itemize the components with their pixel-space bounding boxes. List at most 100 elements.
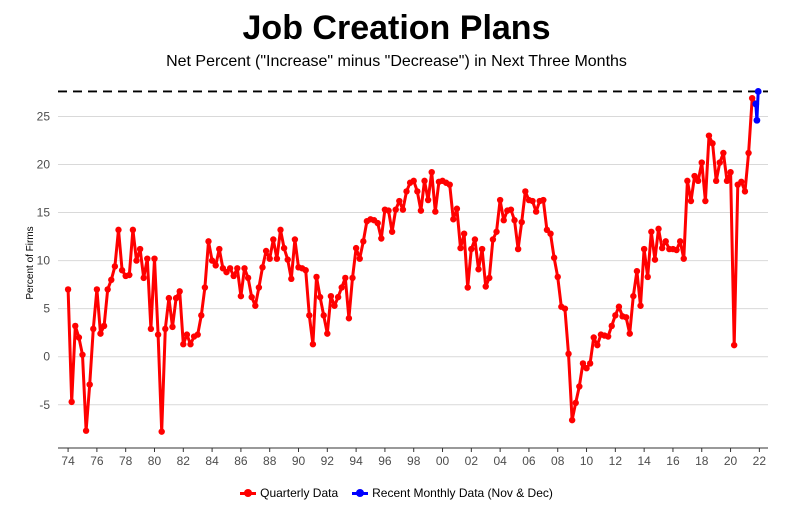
data-point-quarterly — [64, 286, 72, 293]
data-point-quarterly — [579, 360, 587, 367]
data-point-quarterly — [424, 196, 432, 204]
data-point-quarterly — [723, 177, 731, 185]
data-point-quarterly — [115, 226, 122, 234]
x-tick-label: 78 — [119, 454, 133, 468]
data-point-quarterly — [288, 275, 295, 283]
line-chart: -5 0 5 10 15 20 25 74 76 78 80 82 84 86 88 90 92 94 96 98 00… — [25, 88, 768, 468]
data-point-quarterly — [280, 244, 288, 252]
data-point-quarterly — [396, 197, 403, 205]
data-point-quarterly — [230, 272, 237, 280]
data-point-quarterly — [277, 226, 284, 234]
data-point-monthly — [753, 116, 761, 124]
data-point-quarterly — [183, 331, 191, 338]
data-point-quarterly — [673, 246, 680, 254]
data-point-quarterly — [691, 172, 698, 180]
data-point-quarterly — [698, 159, 705, 166]
x-tick-label: 04 — [493, 454, 507, 468]
data-point-quarterly — [421, 177, 428, 185]
x-tick-label: 94 — [349, 454, 363, 468]
data-point-quarterly — [349, 274, 356, 282]
data-point-quarterly — [133, 257, 140, 264]
data-point-quarterly — [331, 302, 338, 309]
data-point-quarterly — [475, 266, 482, 273]
data-point-quarterly — [410, 177, 417, 185]
x-tick-label: 14 — [637, 454, 651, 468]
chart-subtitle: Net Percent ("Increase" minus "Decrease"… — [166, 53, 627, 70]
data-point-quarterly — [399, 206, 407, 213]
data-point-quarterly — [86, 381, 93, 388]
data-point-quarterly — [453, 205, 461, 212]
x-tick-label: 12 — [609, 454, 623, 468]
data-point-quarterly — [118, 267, 126, 274]
data-point-quarterly — [241, 265, 248, 272]
data-point-quarterly — [324, 330, 331, 337]
data-point-quarterly — [140, 274, 147, 282]
data-point-quarterly — [417, 207, 425, 214]
data-point-quarterly — [586, 360, 594, 367]
data-point-quarterly — [144, 255, 151, 262]
data-point-quarterly — [165, 294, 173, 302]
data-point-quarterly — [266, 255, 273, 262]
data-point-quarterly — [403, 188, 410, 195]
data-point-quarterly — [126, 271, 133, 279]
data-point-quarterly — [212, 262, 219, 269]
chart-title: Job Creation Plans — [242, 9, 551, 47]
data-point-quarterly — [162, 325, 169, 333]
data-point-quarterly — [583, 365, 590, 372]
y-tick-label: 5 — [43, 302, 50, 316]
data-point-quarterly — [576, 383, 583, 390]
data-point-quarterly — [432, 208, 439, 215]
data-point-quarterly — [428, 168, 435, 176]
data-point-quarterly — [194, 331, 201, 338]
data-point-quarterly — [93, 286, 101, 293]
data-point-quarterly — [68, 398, 75, 406]
data-point-quarterly — [568, 416, 576, 424]
data-point-quarterly — [244, 274, 252, 282]
legend-label-quarterly: Quarterly Data — [260, 486, 339, 500]
data-point-quarterly — [626, 330, 633, 337]
data-point-quarterly — [561, 305, 569, 312]
data-point-quarterly — [187, 341, 194, 348]
x-tick-label: 82 — [177, 454, 191, 468]
x-tick-label: 76 — [90, 454, 104, 468]
data-point-quarterly — [709, 140, 716, 147]
data-point-quarterly — [360, 238, 367, 245]
data-point-quarterly — [705, 132, 713, 139]
data-point-quarterly — [284, 256, 291, 263]
data-point-quarterly — [482, 283, 489, 290]
x-tick-label: 00 — [436, 454, 450, 468]
y-tick-label: 15 — [37, 206, 51, 220]
data-point-quarterly — [633, 267, 641, 275]
data-point-quarterly — [565, 350, 572, 358]
data-point-quarterly — [255, 284, 263, 291]
x-tick-label: 92 — [321, 454, 335, 468]
data-point-quarterly — [234, 265, 241, 272]
data-point-quarterly — [720, 149, 727, 157]
data-point-quarterly — [309, 341, 317, 348]
data-point-quarterly — [313, 273, 320, 281]
data-point-quarterly — [676, 238, 684, 245]
data-point-quarterly — [507, 206, 515, 213]
data-point-quarterly — [316, 293, 324, 301]
data-point-quarterly — [327, 292, 335, 300]
data-point-quarterly — [550, 254, 558, 261]
data-point-quarterly — [79, 351, 86, 358]
data-point-quarterly — [468, 245, 475, 253]
data-point-quarterly — [572, 399, 579, 407]
data-point-quarterly — [97, 330, 104, 337]
data-point-quarterly — [457, 244, 464, 252]
data-point-quarterly — [356, 255, 363, 262]
x-tick-label: 06 — [522, 454, 536, 468]
data-point-quarterly — [547, 230, 554, 237]
data-point-quarterly — [478, 245, 486, 253]
data-point-quarterly — [655, 225, 662, 233]
data-point-quarterly — [637, 302, 644, 309]
data-point-quarterly — [158, 428, 165, 435]
data-point-quarterly — [129, 226, 137, 234]
data-point-quarterly — [464, 284, 471, 291]
data-point-quarterly — [334, 293, 342, 301]
data-point-quarterly — [702, 197, 709, 205]
data-point-quarterly — [262, 247, 270, 255]
data-point-quarterly — [615, 303, 623, 310]
data-point-quarterly — [471, 236, 479, 243]
